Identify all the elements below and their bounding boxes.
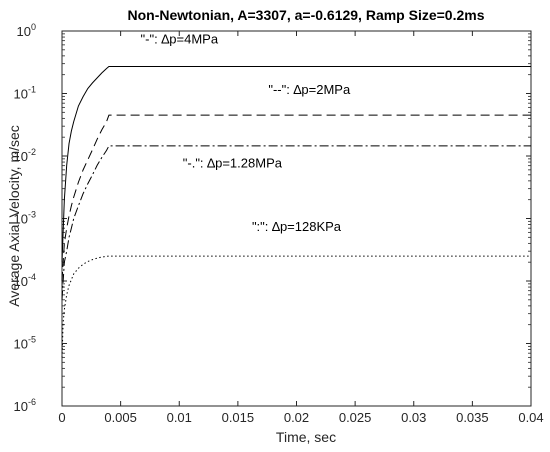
- x-tick-label: 0.01: [167, 410, 192, 425]
- series-line-solid: [61, 66, 531, 263]
- x-tick-label: 0.015: [222, 410, 255, 425]
- series-annotation: "-.": ∆p=1.28MPa: [183, 155, 283, 170]
- x-tick-label: 0: [58, 410, 65, 425]
- x-tick-label: 0.02: [284, 410, 309, 425]
- y-tick-exponent: 0: [31, 22, 36, 32]
- series-annotation: ":": ∆p=128KPa: [252, 219, 342, 234]
- y-tick-label: 100: [17, 22, 36, 39]
- chart-title: Non-Newtonian, A=3307, a=-0.6129, Ramp S…: [127, 7, 484, 23]
- y-tick-base: 10: [14, 337, 28, 352]
- series-line-dashdot: [61, 145, 531, 300]
- annotations: "-": ∆p=4MPa "--": ∆p=2MPa "-.": ∆p=1.28MP…: [141, 32, 351, 235]
- y-tick-exponent: -3: [28, 210, 36, 220]
- y-tick-exponent: -5: [28, 335, 36, 345]
- y-tick-label: 10-6: [14, 397, 36, 414]
- y-tick-base: 10: [14, 274, 28, 289]
- y-tick-base: 10: [17, 24, 31, 39]
- x-tick-label: 0.035: [456, 410, 489, 425]
- x-axis: 0 0.005 0.01 0.015 0.02 0.025 0.03 0.035 0.04: [58, 31, 544, 425]
- series-line-dotted: [61, 255, 531, 358]
- y-tick-exponent: -1: [28, 85, 36, 95]
- y-tick-exponent: -6: [28, 397, 36, 407]
- y-tick-exponent: -4: [28, 272, 36, 282]
- x-axis-label: Time, sec: [276, 429, 336, 445]
- y-tick-label: 10-4: [14, 272, 36, 289]
- y-tick-base: 10: [14, 399, 28, 414]
- y-tick-label: 10-2: [14, 147, 36, 164]
- x-tick-label: 0.04: [518, 410, 543, 425]
- y-tick-label: 10-3: [14, 210, 36, 227]
- y-tick-base: 10: [14, 87, 28, 102]
- series-group: [61, 66, 531, 358]
- series-annotation: "--": ∆p=2MPa: [268, 82, 351, 97]
- y-tick-exponent: -2: [28, 147, 36, 157]
- x-tick-label: 0.03: [401, 410, 426, 425]
- y-tick-base: 10: [14, 149, 28, 164]
- y-axis-label: Average Axial Velocity, m/sec: [6, 125, 22, 307]
- y-tick-label: 10-5: [14, 335, 36, 352]
- series-annotation: "-": ∆p=4MPa: [141, 32, 219, 47]
- y-tick-base: 10: [14, 212, 28, 227]
- x-tick-label: 0.005: [104, 410, 137, 425]
- series-line-dashed: [61, 114, 531, 282]
- y-tick-label: 10-1: [14, 85, 36, 102]
- x-tick-label: 0.025: [339, 410, 372, 425]
